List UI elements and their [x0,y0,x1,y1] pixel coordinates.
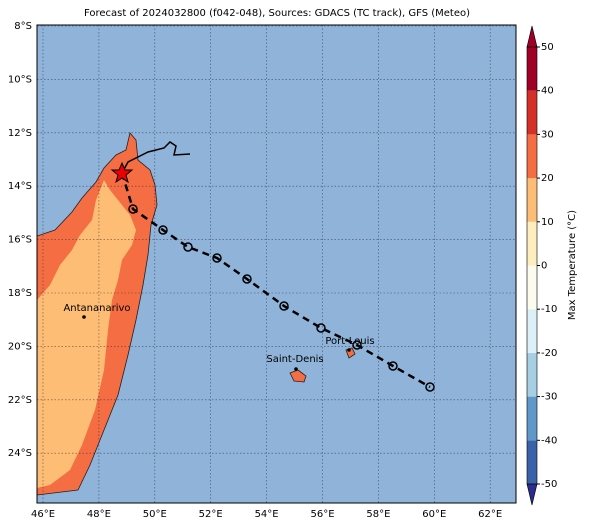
colorbar-tick-label: 40 [541,86,554,97]
city-dot [347,348,351,352]
lon-label: 50°E [143,509,167,520]
city-label: Port-Louis [325,336,374,347]
colorbar-band [527,352,537,397]
city-dot [82,315,86,319]
colorbar-tick-label: -30 [541,392,557,403]
lat-label: 22°S [8,395,32,406]
lon-label: 54°E [255,509,279,520]
lat-label: 8°S [14,21,32,32]
lon-label: 52°E [199,509,223,520]
colorbar-band [527,440,537,484]
city-label: Saint-Denis [266,354,323,365]
current-position [110,161,134,184]
colorbar-extend-low [526,483,538,506]
map: Antananarivo Saint-Denis Port-Louis [37,25,516,503]
city-label: Antananarivo [63,303,130,314]
colorbar-tick-label: -10 [541,304,557,315]
colorbar-band [527,265,537,310]
colorbar: -50 -40 -30 -20 -10 0 10 20 30 40 50 [526,25,557,506]
colorbar-tick-label: -50 [541,479,557,490]
city-dot [294,367,298,371]
lat-label: 24°S [8,448,32,459]
colorbar-tick-label: 50 [541,42,554,53]
colorbar-tick-label: 20 [541,173,554,184]
colorbar-band [527,221,537,266]
graticule [37,25,516,503]
lon-label: 48°E [87,509,111,520]
lat-label: 10°S [8,74,32,85]
lat-label: 12°S [8,128,32,139]
lat-label: 16°S [8,235,32,246]
madagascar-highlands [37,180,136,488]
map-frame [36,24,517,504]
colorbar-tick-label: -20 [541,348,557,359]
lon-label: 46°E [31,509,55,520]
track-markers [128,204,435,392]
colorbar-tick-label: 0 [541,261,547,272]
colorbar-band [527,47,537,91]
colorbar-band [527,134,537,179]
colorbar-band [527,396,537,441]
lon-label: 56°E [310,509,334,520]
colorbar-tick-label: 30 [541,129,554,140]
colorbar-band [527,90,537,135]
colorbar-tick-label: 10 [541,217,554,228]
axes: 8°S 10°S 12°S 14°S 16°S 18°S 20°S 22°S 24°S 46°E 4… [8,21,502,520]
colorbar-label: Max Temperature (°C) [567,210,578,320]
forecast-track [120,172,431,389]
lon-label: 60°E [422,509,446,520]
lat-label: 18°S [8,288,32,299]
lon-label: 62°E [478,509,502,520]
title: Forecast of 2024032800 (f042-048), Sourc… [84,8,470,19]
colorbar-band [527,178,537,222]
lon-label: 58°E [366,509,390,520]
colorbar-band [527,309,537,353]
lat-label: 14°S [8,181,32,192]
colorbar-extend-high [526,25,538,48]
lat-label: 20°S [8,341,32,352]
past-track [121,141,191,174]
colorbar-tick-label: -40 [541,435,557,446]
